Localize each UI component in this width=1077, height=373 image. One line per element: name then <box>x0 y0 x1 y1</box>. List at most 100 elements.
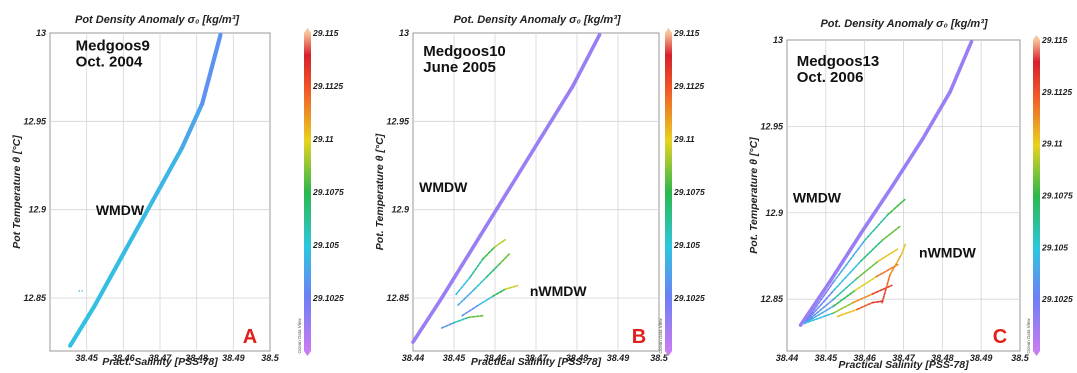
colorbar-tick-label: 29.105 <box>673 240 700 250</box>
y-tick-label: 12.9 <box>765 208 783 218</box>
data-series <box>803 198 907 325</box>
annotation-line: Medgoos13 <box>797 53 880 70</box>
x-tick-label: 38.44 <box>402 353 425 363</box>
series-segment <box>68 304 97 348</box>
y-tick-label: 12.85 <box>760 294 784 304</box>
x-tick-label: 38.45 <box>75 353 99 363</box>
data-series <box>803 284 893 325</box>
annotation-line: WMDW <box>419 179 468 195</box>
x-tick-label: 38.47 <box>525 353 549 363</box>
series-segment <box>472 190 510 247</box>
y-tick-label: 12.85 <box>386 293 410 303</box>
data-series <box>455 238 507 296</box>
y-tick-label: 12.9 <box>391 205 409 215</box>
colorbar-tick-label: 29.11 <box>312 134 334 144</box>
annotation-line: WMDW <box>96 202 145 218</box>
series-segment <box>469 258 484 278</box>
x-tick-label: 38.49 <box>222 353 245 363</box>
colorbar-top-cap <box>304 28 311 33</box>
x-tick-label: 38.48 <box>185 353 208 363</box>
series-segment <box>461 304 480 317</box>
data-series <box>411 32 602 344</box>
data-series <box>798 39 974 327</box>
cruise-annotation: Medgoos9 Oct. 2004 <box>76 38 150 71</box>
annotation-line: nWMDW <box>919 245 977 261</box>
series-segment <box>871 284 893 295</box>
series-segment <box>494 238 507 248</box>
series-segment <box>827 231 863 284</box>
x-tick-label: 38.48 <box>931 353 954 363</box>
ocean-data-view-watermark: Ocean Data View <box>1026 318 1031 354</box>
water-mass-annotation: WMDW <box>419 179 468 195</box>
series-segment <box>948 39 974 94</box>
panel-b: 38.44 38.45 38.46 38.47 38.48 38.49 38.5 12.85 1… <box>374 14 705 368</box>
x-tick-label: 38.49 <box>607 353 630 363</box>
series-segment <box>856 260 880 280</box>
data-series <box>803 225 901 325</box>
series-segment <box>852 293 874 304</box>
series-segment <box>863 213 889 242</box>
series-segment <box>200 32 223 106</box>
colorbar-tick-label: 29.115 <box>312 28 339 38</box>
colorbar-tick-label: 29.115 <box>673 28 700 38</box>
series-segment <box>858 185 894 236</box>
annotation-line: Medgoos10 <box>423 43 506 60</box>
series-segment <box>832 277 858 300</box>
annotation-line: Medgoos9 <box>76 38 150 55</box>
series-segment <box>91 251 126 309</box>
series-segment <box>894 253 903 266</box>
y-axis-label: Pot. Temperature θ [°C] <box>374 133 386 250</box>
series-segment <box>457 288 476 306</box>
series-segment <box>505 137 542 194</box>
series-segment <box>832 260 862 292</box>
data-series <box>440 314 484 329</box>
series-segment <box>832 239 866 283</box>
y-tick-label: 12.95 <box>23 116 47 126</box>
colorbar-tick-label: 29.1125 <box>1041 87 1072 97</box>
colorbar-tick-label: 29.11 <box>673 134 695 144</box>
x-tick-label: 38.48 <box>566 353 589 363</box>
data-series <box>68 32 223 348</box>
colorbar-bottom-cap <box>304 351 311 356</box>
panel-a: 38.45 38.46 38.47 38.48 38.49 38.5 12.85 12.9 12… <box>11 14 344 368</box>
series-segment <box>498 253 511 266</box>
data-series <box>881 243 907 304</box>
series-segment <box>803 281 835 325</box>
series-segment <box>440 321 455 329</box>
series-segment <box>439 243 477 300</box>
series-segment <box>803 312 835 325</box>
y-tick-label: 12.95 <box>386 116 410 126</box>
colorbar-tick-label: 29.1075 <box>1041 191 1073 201</box>
panel-letter: B <box>632 326 646 348</box>
series-segment <box>492 288 507 298</box>
colorbar-bottom-cap <box>665 351 672 356</box>
colorbar-top-cap <box>665 28 672 33</box>
chart-title: Pot. Density Anomaly σ₀ [kg/m³] <box>453 14 620 26</box>
series-segment <box>881 225 901 242</box>
series-segment <box>455 275 472 296</box>
cruise-annotation: Medgoos10 June 2005 <box>423 43 506 76</box>
series-segment <box>473 275 488 290</box>
series-segment <box>179 101 205 150</box>
colorbar-tick-label: 29.105 <box>312 240 339 250</box>
panel-letter: A <box>243 326 257 348</box>
series-segment <box>877 248 899 262</box>
x-tick-label: 38.45 <box>815 353 839 363</box>
panel-c: 38.44 38.45 38.46 38.47 38.48 38.49 38.5 12.85 1… <box>748 18 1073 371</box>
series-segment <box>504 284 519 290</box>
x-tick-label: 38.5 <box>261 353 280 363</box>
chart-title: Pot Density Anomaly σ₀ [kg/m³] <box>75 14 239 26</box>
data-series <box>78 290 84 292</box>
series-segment <box>477 295 494 306</box>
x-tick-label: 38.46 <box>853 353 877 363</box>
annotation-line: Oct. 2006 <box>797 69 864 86</box>
series-segment <box>921 90 952 141</box>
ocean-data-view-watermark: Ocean Data View <box>658 318 663 354</box>
colorbar-tick-label: 29.1075 <box>673 187 705 197</box>
water-mass-annotation: WMDW <box>96 202 145 218</box>
colorbar-tick-label: 29.1075 <box>312 187 344 197</box>
chart-title: Pot. Density Anomaly σ₀ [kg/m³] <box>820 18 987 30</box>
series-segment <box>832 289 856 307</box>
water-mass-annotation: nWMDW <box>919 245 977 261</box>
